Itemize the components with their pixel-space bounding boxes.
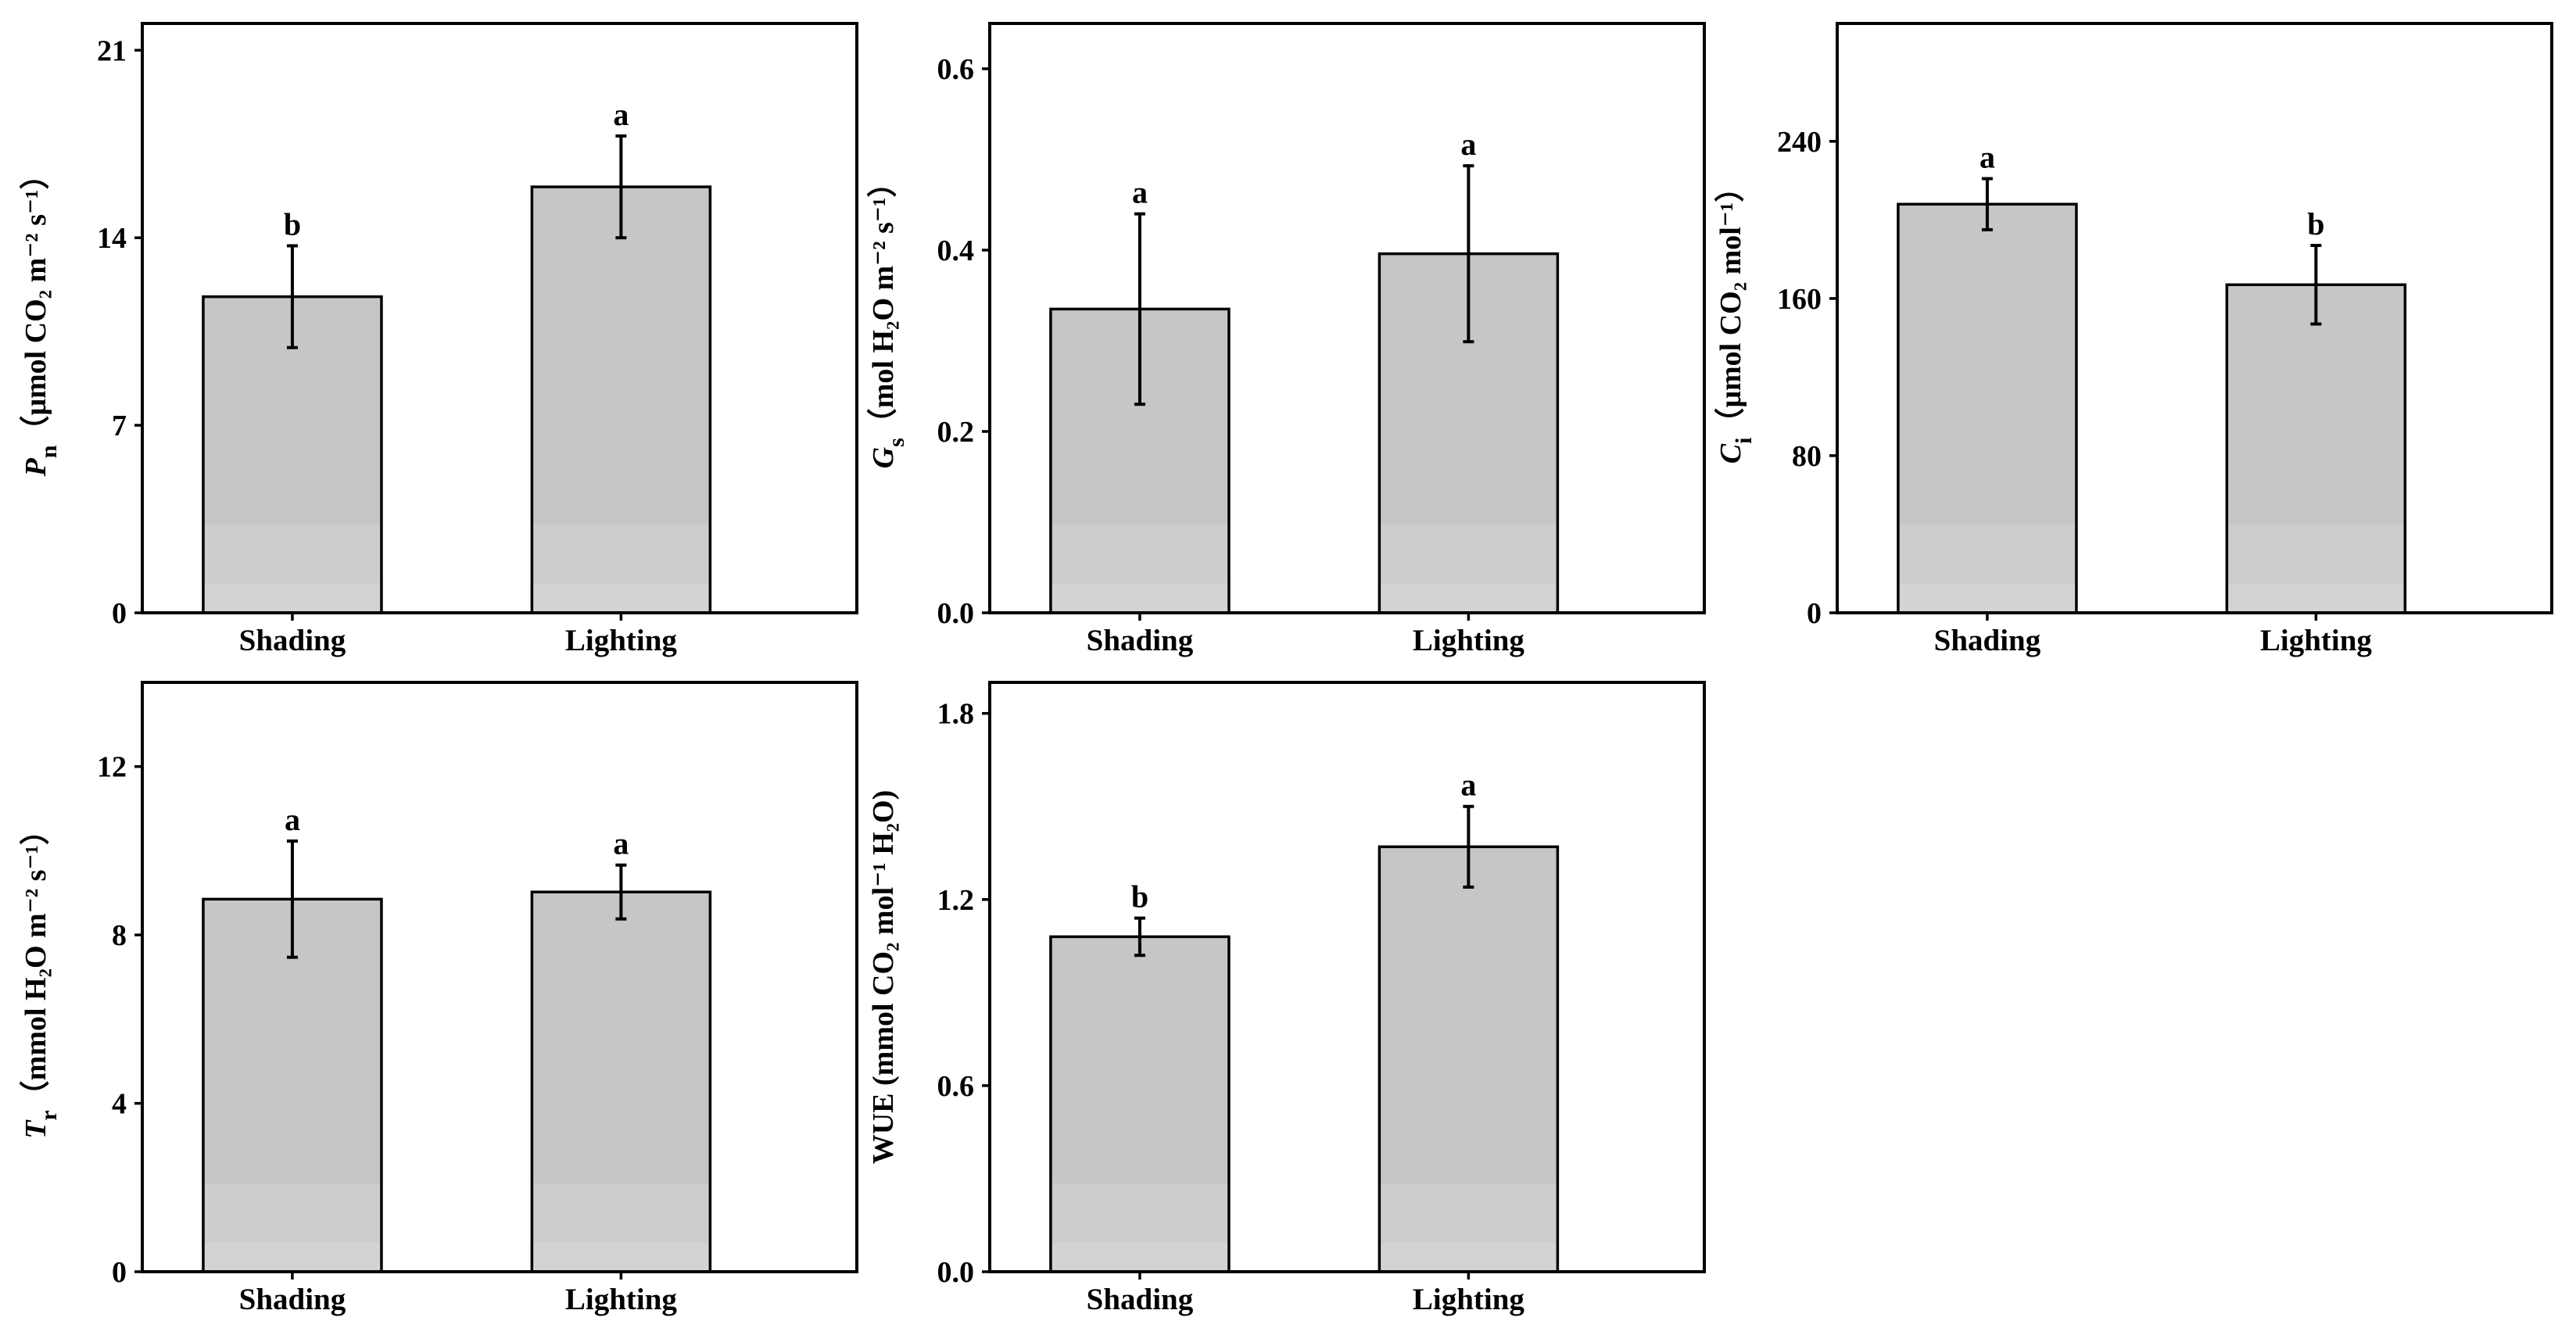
category-label: Lighting	[565, 624, 678, 657]
category-label: Lighting	[1413, 624, 1525, 657]
significance-label: a	[1460, 768, 1476, 803]
category-label: Lighting	[565, 1283, 678, 1316]
y-tick-label: 21	[97, 34, 127, 67]
category-label: Shading	[239, 624, 346, 657]
bar-shade-band	[202, 1242, 382, 1272]
y-tick-label: 14	[97, 222, 127, 255]
y-tick-label: 240	[1777, 126, 1822, 159]
y-tick-label: 0.2	[937, 416, 975, 449]
y-tick-label: 12	[97, 751, 127, 784]
chart-panel-ci: a Shading b Lighting 0 80 160 240 Ci（μmol CO₂ mo…	[1714, 22, 2553, 657]
y-tick-label: 0	[1807, 597, 1822, 630]
plot-frame	[988, 681, 1706, 1273]
y-tick-label: 4	[112, 1088, 127, 1121]
y-axis-unit: （mmol H₂O m⁻² s⁻¹）	[20, 815, 52, 1110]
plot-frame	[1836, 22, 2553, 614]
plot-frame	[988, 22, 1706, 614]
y-tick-label: 0.6	[937, 53, 975, 86]
bar-shade-band	[1379, 1242, 1558, 1272]
y-axis-label: Pn（μmol CO₂ m⁻² s⁻¹）	[20, 160, 62, 478]
significance-label: b	[1131, 879, 1148, 915]
y-tick-label: 1.8	[937, 698, 975, 731]
y-axis-variable: T	[20, 1119, 52, 1139]
chart-panel-gs: a Shading a Lighting 0.0 0.2 0.4 0.6 Gs（mol H₂O …	[867, 22, 1706, 657]
y-tick-label: 80	[1792, 440, 1822, 473]
significance-label: b	[2307, 206, 2324, 242]
y-axis-unit: （μmol CO₂ mol⁻¹）	[1714, 173, 1747, 438]
y-tick-label: 7	[112, 410, 127, 442]
category-label: Shading	[1087, 624, 1194, 657]
category-label: Lighting	[1413, 1283, 1525, 1316]
y-axis-variable: C	[1714, 443, 1747, 464]
chart-panel-tr: a Shading a Lighting 0 4 8 12 Tr（mmol H₂O m⁻² s⁻…	[20, 681, 858, 1316]
y-axis-subscript: r	[36, 1110, 62, 1120]
category-label: Shading	[1087, 1283, 1194, 1316]
y-tick-label: 0	[112, 1256, 127, 1289]
y-axis-subscript: s	[883, 438, 909, 447]
y-tick-label: 0.0	[937, 1256, 975, 1289]
y-tick-label: 0	[112, 597, 127, 630]
significance-label: a	[613, 97, 629, 132]
y-axis-unit: （μmol CO₂ m⁻² s⁻¹）	[20, 160, 52, 446]
y-axis-label: WUE (mmol CO₂ mol⁻¹ H₂O)	[867, 790, 900, 1165]
y-axis-variable: G	[867, 446, 900, 468]
bar-shade-band	[1050, 583, 1229, 613]
bar-shade-band	[1379, 583, 1558, 613]
y-tick-label: 0.6	[937, 1070, 975, 1103]
y-axis-unit: （mol H₂O m⁻² s⁻¹）	[867, 168, 900, 438]
y-tick-label: 8	[112, 919, 127, 952]
bar-shade-band	[1897, 583, 2076, 613]
bar-shade-band	[202, 583, 382, 613]
y-tick-label: 0.4	[937, 234, 975, 267]
bar-shade-band	[2227, 583, 2406, 613]
bar-shade-band	[532, 583, 711, 613]
chart-panel-wue: b Shading a Lighting 0.0 0.6 1.2 1.8 WUE (mmol C…	[867, 681, 1706, 1316]
significance-label: b	[284, 206, 301, 242]
bar-shade-band	[532, 1242, 711, 1272]
significance-label: a	[1460, 127, 1476, 162]
chart-panel-pn: b Shading a Lighting 0 7 14 21 Pn（μmol CO₂ m⁻² s…	[20, 22, 858, 657]
y-axis-variable: P	[20, 457, 52, 477]
y-axis-label: Gs（mol H₂O m⁻² s⁻¹）	[867, 168, 909, 469]
y-axis-subscript: i	[1731, 438, 1757, 444]
significance-label: a	[613, 826, 629, 861]
y-axis-subscript: n	[36, 445, 62, 458]
category-label: Lighting	[2260, 624, 2373, 657]
category-label: Shading	[1934, 624, 2041, 657]
y-tick-label: 1.2	[937, 884, 975, 917]
y-axis-label: Ci（μmol CO₂ mol⁻¹）	[1714, 173, 1757, 464]
category-label: Shading	[239, 1283, 346, 1316]
y-tick-label: 160	[1777, 283, 1822, 316]
plot-frame	[141, 22, 858, 614]
y-axis-label: Tr（mmol H₂O m⁻² s⁻¹）	[20, 815, 62, 1139]
bar-shade-band	[1050, 1242, 1229, 1272]
significance-label: a	[1132, 175, 1148, 210]
significance-label: a	[1979, 140, 1995, 175]
significance-label: a	[285, 802, 300, 837]
y-axis-unit: WUE (mmol CO₂ mol⁻¹ H₂O)	[867, 790, 900, 1165]
plot-frame	[141, 681, 858, 1273]
y-tick-label: 0.0	[937, 597, 975, 630]
